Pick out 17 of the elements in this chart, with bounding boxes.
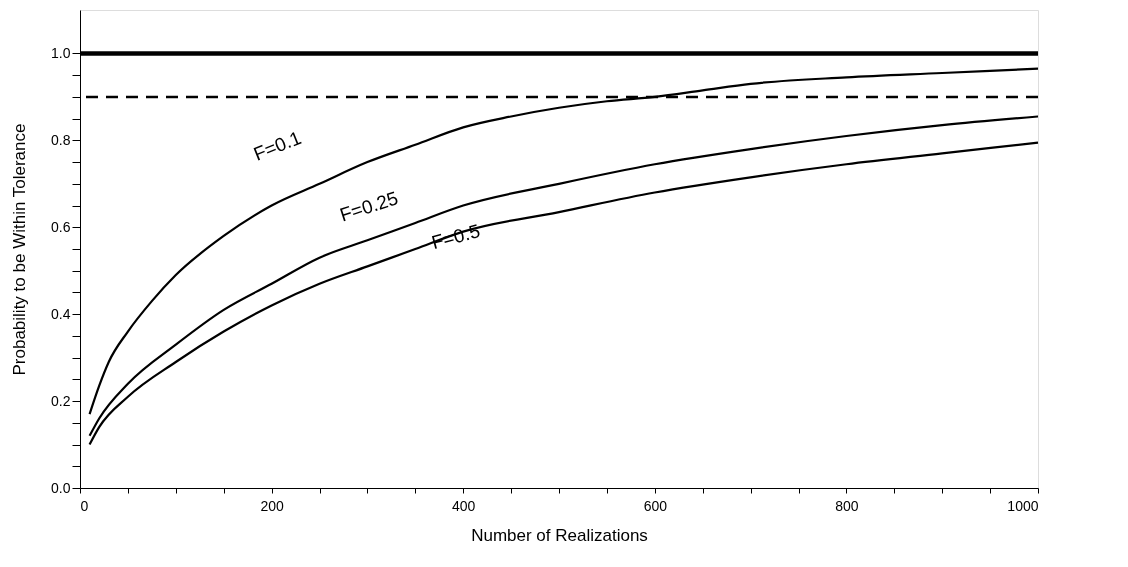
y-tick-label: 0.6	[51, 218, 71, 235]
y-tick-label: 1.0	[51, 44, 71, 61]
x-tick-label: 200	[260, 497, 284, 514]
y-tick-label: 0.4	[51, 305, 71, 322]
x-tick-label: 800	[835, 497, 859, 514]
x-tick-label: 400	[452, 497, 476, 514]
y-tick-label: 0.8	[51, 131, 71, 148]
y-tick-label: 0.0	[51, 479, 71, 496]
y-axis-title: Probability to be Within Tolerance	[10, 123, 30, 376]
y-tick-label: 0.2	[51, 392, 71, 409]
text: F=0.25	[337, 187, 401, 226]
x-tick-label: 600	[643, 497, 668, 514]
line-series	[88, 67, 1040, 416]
x-tick-label: 1000	[1007, 497, 1039, 514]
text: F=0.1	[250, 126, 304, 165]
x-tick-label: 0	[80, 497, 89, 514]
x-axis-title: Number of Realizations	[471, 525, 648, 545]
